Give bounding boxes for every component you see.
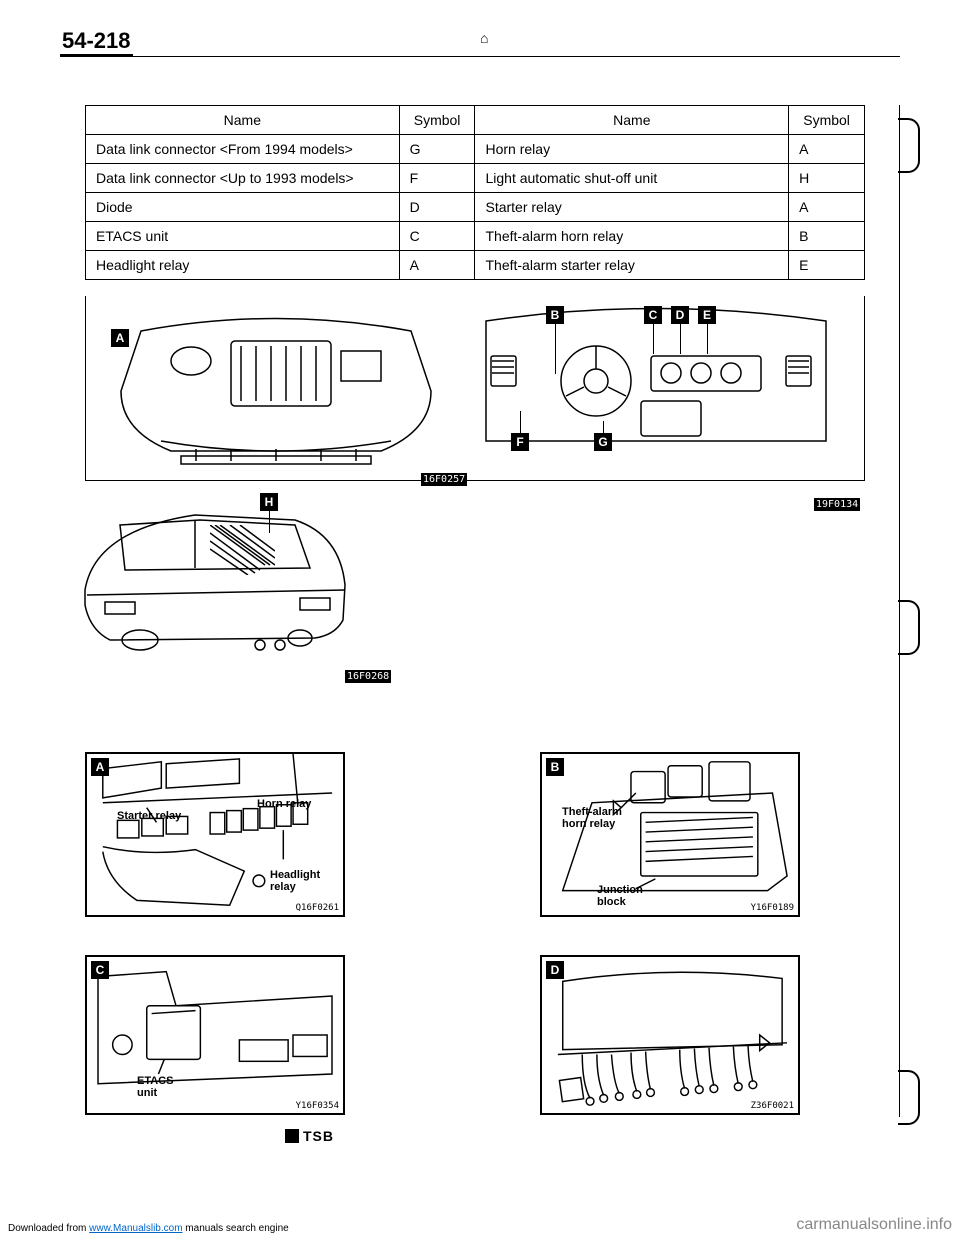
cell: ETACS unit: [86, 222, 400, 251]
figid-c: Y16F0354: [296, 1101, 339, 1111]
cell: Theft-alarm starter relay: [475, 251, 789, 280]
detail-b: B Theft-alarm horn relay Junction block …: [540, 752, 800, 917]
tag-e: E: [698, 306, 716, 324]
label-junction: Junction block: [597, 884, 643, 908]
th-sym-2: Symbol: [789, 106, 865, 135]
cell: Horn relay: [475, 135, 789, 164]
side-tab-3: [898, 1070, 920, 1125]
cell: Theft-alarm horn relay: [475, 222, 789, 251]
corner-c: C: [91, 961, 109, 979]
figid-d: Z36F0021: [751, 1101, 794, 1111]
corner-d: D: [546, 961, 564, 979]
cell: G: [399, 135, 475, 164]
car-rear-diagram: H 16F0268: [65, 490, 355, 670]
component-table: Name Symbol Name Symbol Data link connec…: [85, 105, 865, 280]
cell: B: [789, 222, 865, 251]
tag-c: C: [644, 306, 662, 324]
footer-link[interactable]: www.Manualslib.com: [89, 1223, 182, 1234]
corner-a: A: [91, 758, 109, 776]
side-tab-1: [898, 118, 920, 173]
cell: Diode: [86, 193, 400, 222]
cell: D: [399, 193, 475, 222]
figid-b: Y16F0189: [751, 903, 794, 913]
tag-b: B: [546, 306, 564, 324]
page-number: 54-218: [60, 28, 133, 54]
footer-post: manuals search engine: [183, 1223, 289, 1234]
tag-f: F: [511, 433, 529, 451]
cell: Light automatic shut-off unit: [475, 164, 789, 193]
tag-h: H: [260, 493, 278, 511]
footer-pre: Downloaded from: [8, 1223, 89, 1234]
label-theft: Theft-alarm horn relay: [562, 806, 622, 830]
fig-id-engine: 16F0257: [421, 473, 467, 486]
detail-c: C ETACS unit Y16F0354: [85, 955, 345, 1115]
footer-left: Downloaded from www.Manualslib.com manua…: [8, 1223, 289, 1234]
header-rule: [60, 56, 900, 57]
header-symbol: ⌂: [480, 30, 488, 46]
tag-g: G: [594, 433, 612, 451]
label-etacs: ETACS unit: [137, 1075, 173, 1099]
cell: Data link connector <From 1994 models>: [86, 135, 400, 164]
footer-right: carmanualsonline.info: [796, 1216, 952, 1234]
cell: Headlight relay: [86, 251, 400, 280]
cell: C: [399, 222, 475, 251]
tag-d: D: [671, 306, 689, 324]
fig-id-interior: 19F0134: [814, 498, 860, 511]
cell: F: [399, 164, 475, 193]
th-name-2: Name: [475, 106, 789, 135]
cell: Starter relay: [475, 193, 789, 222]
tag-a: A: [111, 329, 129, 347]
cell: Data link connector <Up to 1993 models>: [86, 164, 400, 193]
cell: A: [789, 135, 865, 164]
interior-diagram: B C D E F G: [476, 301, 836, 471]
cell: E: [789, 251, 865, 280]
detail-d: D Z36F0021: [540, 955, 800, 1115]
corner-b: B: [546, 758, 564, 776]
figid-a: Q16F0261: [296, 903, 339, 913]
fig-id-rear: 16F0268: [345, 670, 391, 683]
cell: A: [399, 251, 475, 280]
side-tab-2: [898, 600, 920, 655]
tsb-mark: TSB: [285, 1128, 334, 1144]
cell: A: [789, 193, 865, 222]
th-name-1: Name: [86, 106, 400, 135]
label-starter: Starter relay: [117, 810, 181, 822]
diagram-row: A 16F0257 B C D E F G 19F0134: [85, 296, 865, 481]
engine-bay-diagram: A 16F0257: [101, 301, 451, 471]
label-horn: Horn relay: [257, 798, 311, 810]
detail-a: A Horn relay Starter relay Headlight rel…: [85, 752, 345, 917]
cell: H: [789, 164, 865, 193]
th-sym-1: Symbol: [399, 106, 475, 135]
label-headlight: Headlight relay: [270, 869, 320, 893]
